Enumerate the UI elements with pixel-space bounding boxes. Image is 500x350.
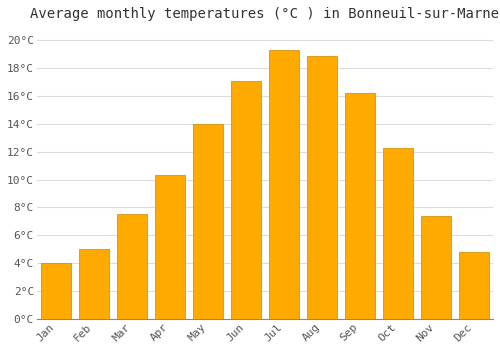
Bar [459, 252, 490, 319]
Bar [40, 263, 71, 319]
Bar [421, 216, 451, 319]
Bar [78, 249, 109, 319]
Bar [344, 93, 375, 319]
Bar [306, 56, 337, 319]
Bar [230, 80, 261, 319]
Bar [116, 215, 147, 319]
Bar [383, 147, 413, 319]
Bar [154, 175, 185, 319]
Bar [192, 124, 223, 319]
Title: Average monthly temperatures (°C ) in Bonneuil-sur-Marne: Average monthly temperatures (°C ) in Bo… [30, 7, 500, 21]
Bar [268, 50, 299, 319]
